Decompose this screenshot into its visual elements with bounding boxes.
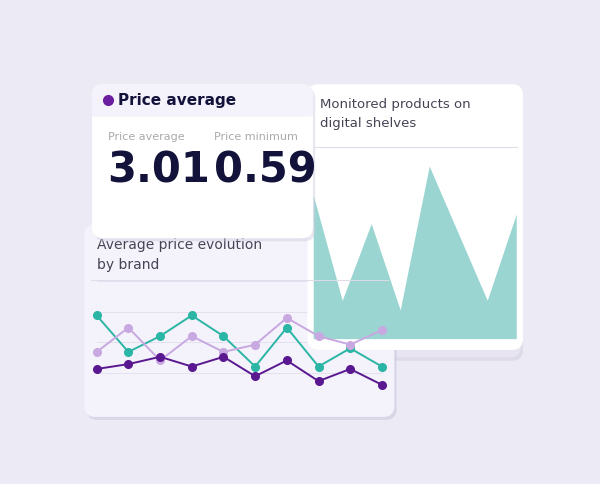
FancyBboxPatch shape [84, 225, 394, 417]
Text: Price average: Price average [118, 93, 236, 108]
Text: Average price evolution
by brand: Average price evolution by brand [97, 238, 262, 272]
FancyBboxPatch shape [94, 87, 315, 242]
FancyBboxPatch shape [92, 84, 313, 238]
Text: 3.01: 3.01 [107, 150, 211, 192]
FancyBboxPatch shape [317, 106, 523, 361]
FancyBboxPatch shape [315, 104, 521, 358]
FancyBboxPatch shape [308, 84, 523, 350]
Text: Price minimum: Price minimum [215, 132, 298, 142]
FancyBboxPatch shape [92, 101, 313, 117]
Text: Monitored products on
digital shelves: Monitored products on digital shelves [320, 98, 470, 130]
FancyBboxPatch shape [92, 84, 313, 117]
Text: Price average: Price average [107, 132, 184, 142]
Polygon shape [314, 166, 517, 339]
Text: 0.59: 0.59 [215, 150, 317, 192]
FancyBboxPatch shape [86, 227, 397, 420]
